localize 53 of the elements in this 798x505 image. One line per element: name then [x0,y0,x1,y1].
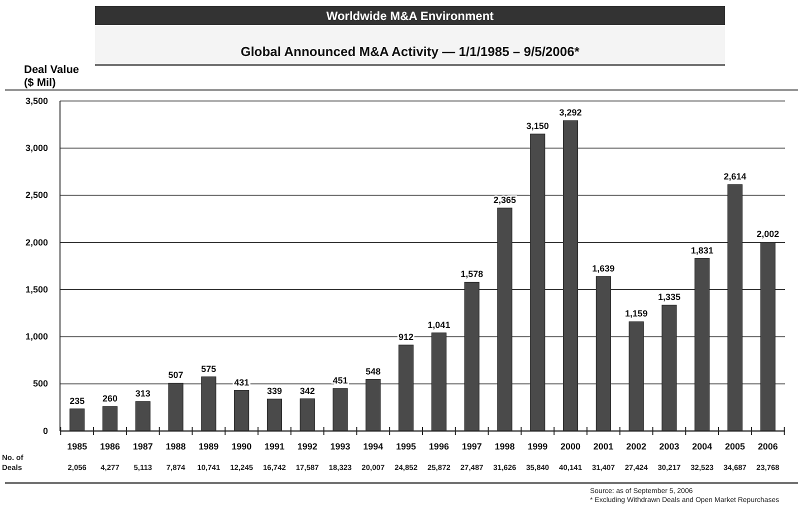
y-axis-title: Deal Value ($ Mil) [24,64,80,89]
x-tick-label: 2006 [758,441,778,452]
x-tick-label: 1988 [166,441,186,452]
data-label: 313 [135,388,150,398]
x-tick-label: 1985 [67,441,88,452]
x-tick-label: 1999 [528,441,548,452]
x-tick-label: 1994 [363,441,384,452]
y-tick-label: 2,500 [25,190,48,200]
y-tick-label: 3,500 [25,96,48,106]
x-tick-label: 1997 [462,441,482,452]
x-tick-label: 2003 [659,441,680,452]
y-tick-label: 1,000 [25,332,48,342]
data-label: 2,614 [724,172,746,182]
x-tick-label: 2000 [560,441,581,452]
x-tick-label: 1995 [396,441,416,452]
x-tick-label: 2004 [692,441,712,452]
data-label: 1,335 [658,292,680,302]
data-label: 1,831 [690,245,714,256]
x-tick-label: 1987 [132,441,153,452]
y-tick-label: 3,000 [25,143,48,154]
data-label: 3,292 [559,108,582,118]
data-label: 260 [102,393,118,404]
data-label: 339 [266,386,282,396]
x-tick-label: 1996 [428,441,449,452]
data-label: 1,639 [592,263,615,274]
data-label: 548 [366,366,381,376]
data-label: 3,150 [526,121,549,131]
x-tick-label: 1990 [232,441,252,452]
y-tick-label: 0 [42,426,48,436]
data-label: 507 [168,370,184,380]
data-label: 342 [300,386,315,396]
data-label: 575 [201,364,216,374]
data-label: 2,365 [493,195,516,206]
y-tick-label: 500 [32,378,48,389]
chart-title: Worldwide M&A Environment [326,9,494,23]
data-label: 1,041 [428,320,450,330]
x-tick-label: 1993 [330,441,350,452]
data-label: 1,159 [625,308,648,319]
chart-subtitle: Global Announced M&A Activity — 1/1/1985 – 9/5/2006* [240,44,580,59]
y-tick-label: 2,000 [25,237,48,248]
y-tick-label: 1,500 [25,284,48,294]
x-tick-label: 1989 [198,441,219,452]
x-tick-label: 2001 [593,441,614,452]
data-label: 1,578 [460,269,484,280]
x-tick-label: 1998 [494,441,515,452]
data-label: 235 [70,396,85,406]
x-tick-label: 1992 [297,441,318,452]
x-tick-label: 2002 [626,441,646,452]
x-tick-label: 1986 [100,441,120,452]
data-label: 2,002 [756,229,780,240]
data-label: 451 [332,375,348,386]
x-tick-label: 2005 [724,441,746,452]
x-tick-label: 1991 [264,441,284,452]
